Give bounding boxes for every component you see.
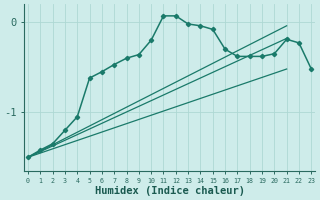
X-axis label: Humidex (Indice chaleur): Humidex (Indice chaleur) <box>95 186 245 196</box>
